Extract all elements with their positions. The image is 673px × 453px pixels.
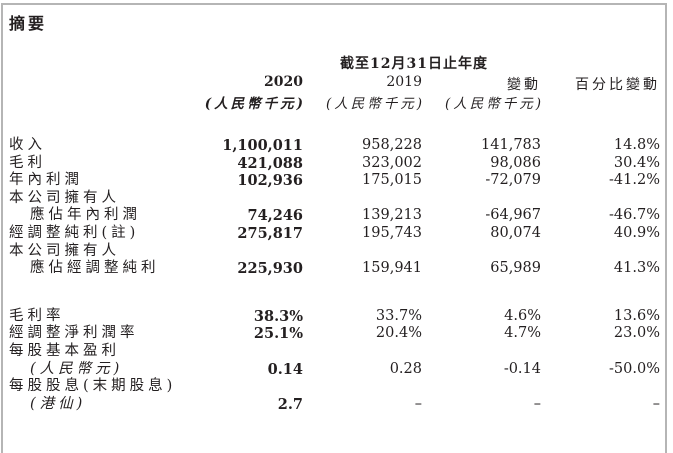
cell-value: -41.2%: [609, 172, 660, 189]
summary-table: 收入 1,100,011 958,228 141,783 14.8% 毛利 421,088 3…: [0, 137, 673, 413]
row-label: 毛利: [9, 154, 46, 171]
unit-2020: (人民幣千元): [204, 96, 306, 112]
row-label: 每股股息(末期股息): [9, 378, 177, 395]
cell-value: 33.7%: [375, 307, 422, 324]
table-row: 毛利率 38.3% 33.7% 4.6% 13.6%: [0, 308, 673, 326]
page-frame: [1, 3, 667, 453]
cell-value: 0.14: [267, 360, 303, 378]
row-label: 經調整純利(註): [9, 224, 140, 241]
period-header: 截至12月31日止年度: [340, 56, 488, 72]
row-label: 應佔年內利潤: [30, 207, 141, 224]
column-header-change: 變動: [507, 77, 541, 93]
cell-value: -72,079: [485, 172, 541, 189]
row-label: 應佔經調整純利: [30, 260, 160, 277]
cell-value: 38.3%: [253, 307, 303, 325]
cell-value: 98,086: [490, 154, 541, 171]
table-row: (港仙) 2.7 – – –: [0, 396, 673, 414]
row-label: 本公司擁有人: [9, 189, 120, 206]
cell-value: 102,936: [237, 172, 303, 190]
table-row: 經調整純利(註) 275,817 195,743 80,074 40.9%: [0, 225, 673, 243]
cell-value: 4.7%: [504, 325, 541, 342]
cell-value: 225,930: [237, 260, 303, 278]
cell-value: 40.9%: [613, 224, 660, 241]
table-row: 每股基本盈利: [0, 343, 673, 361]
table-row: 應佔年內利潤 74,246 139,213 -64,967 -46.7%: [0, 207, 673, 225]
table-row: 本公司擁有人: [0, 190, 673, 208]
cell-value: 0.28: [389, 360, 422, 377]
row-label: 毛利率: [9, 307, 65, 324]
row-label: (港仙): [30, 395, 87, 412]
unit-change: (人民幣千元): [444, 96, 544, 112]
cell-value: 958,228: [362, 137, 422, 153]
column-header-2020: 2020: [264, 74, 303, 90]
cell-value: -50.0%: [609, 360, 660, 377]
cell-value: 421,088: [237, 154, 303, 172]
cell-value: 20.4%: [375, 325, 422, 342]
cell-value: -46.7%: [609, 207, 660, 224]
cell-value: 65,989: [490, 260, 541, 277]
page-title: 摘要: [9, 14, 48, 33]
cell-value: 23.0%: [613, 325, 660, 342]
cell-value: –: [652, 395, 660, 412]
cell-value: 74,246: [247, 207, 304, 225]
table-row: 年內利潤 102,936 175,015 -72,079 -41.2%: [0, 172, 673, 190]
row-label: (人民幣元): [30, 360, 124, 377]
unit-2019: (人民幣千元): [325, 96, 425, 112]
cell-value: 41.3%: [613, 260, 660, 277]
cell-value: 4.6%: [504, 307, 541, 324]
cell-value: 175,015: [362, 172, 422, 189]
row-label: 本公司擁有人: [9, 242, 120, 259]
cell-value: 323,002: [362, 154, 422, 171]
table-row: 經調整淨利潤率 25.1% 20.4% 4.7% 23.0%: [0, 325, 673, 343]
cell-value: –: [414, 395, 422, 412]
row-label: 年內利潤: [9, 172, 83, 189]
table-row: 收入 1,100,011 958,228 141,783 14.8%: [0, 137, 673, 155]
cell-value: 13.6%: [613, 307, 660, 324]
table-row: (人民幣元) 0.14 0.28 -0.14 -50.0%: [0, 361, 673, 379]
column-header-2019: 2019: [386, 74, 422, 90]
cell-value: 80,074: [490, 224, 541, 241]
cell-value: 25.1%: [253, 325, 303, 343]
table-row: 應佔經調整純利 225,930 159,941 65,989 41.3%: [0, 260, 673, 278]
cell-value: -64,967: [485, 207, 541, 224]
cell-value: 1,100,011: [222, 137, 303, 154]
cell-value: 30.4%: [613, 154, 660, 171]
row-label: 經調整淨利潤率: [9, 325, 139, 342]
table-row: 本公司擁有人: [0, 243, 673, 261]
column-header-pct-change: 百分比變動: [575, 77, 660, 93]
table-row: 每股股息(末期股息): [0, 378, 673, 396]
table-row: 毛利 421,088 323,002 98,086 30.4%: [0, 155, 673, 173]
cell-value: 275,817: [237, 224, 303, 242]
cell-value: 195,743: [362, 224, 422, 241]
cell-value: 14.8%: [613, 137, 660, 153]
cell-value: –: [533, 395, 541, 412]
cell-value: 141,783: [481, 137, 541, 153]
cell-value: -0.14: [503, 360, 541, 377]
cell-value: 139,213: [362, 207, 422, 224]
row-label: 每股基本盈利: [9, 342, 120, 359]
row-label: 收入: [9, 137, 46, 153]
cell-value: 2.7: [277, 395, 303, 413]
cell-value: 159,941: [362, 260, 422, 277]
